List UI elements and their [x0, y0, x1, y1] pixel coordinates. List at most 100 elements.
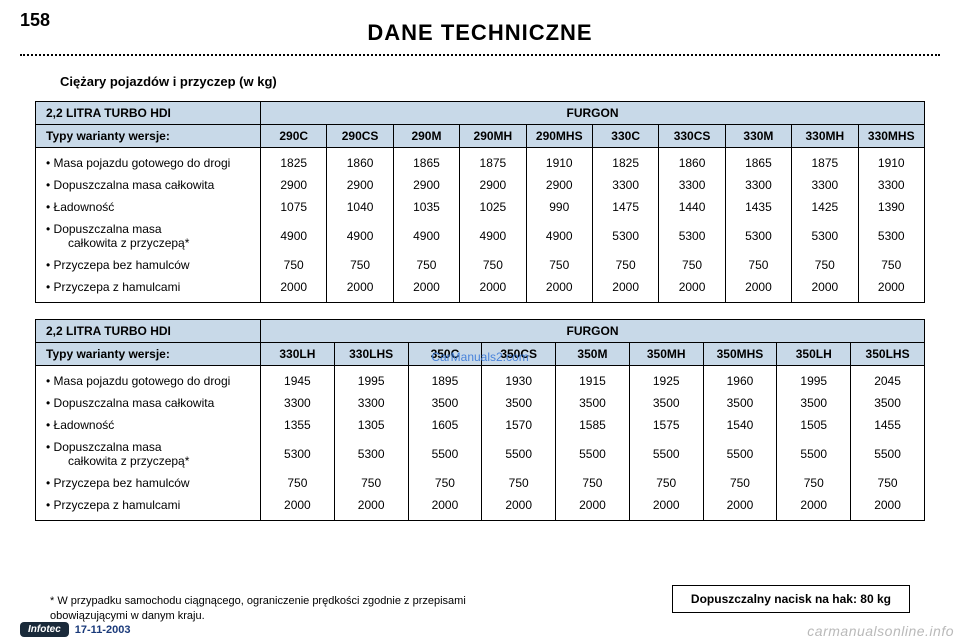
col-header: 290MH [460, 125, 526, 148]
data-cell: 2900 [393, 174, 459, 196]
data-cell: 4900 [393, 218, 459, 254]
data-cell: 750 [659, 254, 725, 276]
data-cell: 2000 [858, 276, 924, 303]
data-cell: 750 [460, 254, 526, 276]
data-cell: 2000 [703, 494, 777, 521]
hak-box: Dopuszczalny nacisk na hak: 80 kg [672, 585, 910, 613]
data-cell: 750 [777, 472, 851, 494]
data-cell: 2000 [327, 276, 393, 303]
data-cell: 4900 [460, 218, 526, 254]
data-cell: 3300 [592, 174, 658, 196]
row-label: • Przyczepa z hamulcami [36, 276, 261, 303]
data-cell: 1860 [659, 148, 725, 175]
data-cell: 2000 [393, 276, 459, 303]
infotec-block: Infotec 17-11-2003 [20, 622, 130, 637]
data-cell: 1865 [725, 148, 791, 175]
data-cell: 1425 [792, 196, 858, 218]
data-cell: 1605 [408, 414, 482, 436]
data-cell: 750 [327, 254, 393, 276]
data-cell: 3500 [851, 392, 925, 414]
col-header: 350LH [777, 343, 851, 366]
data-cell: 1875 [460, 148, 526, 175]
data-cell: 2000 [261, 276, 327, 303]
col-header: 330M [725, 125, 791, 148]
data-cell: 1505 [777, 414, 851, 436]
data-cell: 2000 [261, 494, 335, 521]
data-cell: 3300 [334, 392, 408, 414]
data-cell: 5500 [851, 436, 925, 472]
col-header: 330LH [261, 343, 335, 366]
col-header: 330MH [792, 125, 858, 148]
row-label: • Przyczepa bez hamulców [36, 472, 261, 494]
data-cell: 2000 [629, 494, 703, 521]
row-label-header: Typy warianty wersje: [36, 343, 261, 366]
data-cell: 2000 [556, 494, 630, 521]
data-cell: 2000 [460, 276, 526, 303]
table-corner: 2,2 LITRA TURBO HDI [36, 102, 261, 125]
data-cell: 750 [261, 472, 335, 494]
data-cell: 750 [858, 254, 924, 276]
data-cell: 1945 [261, 366, 335, 393]
data-cell: 5500 [777, 436, 851, 472]
data-cell: 1390 [858, 196, 924, 218]
data-cell: 750 [851, 472, 925, 494]
col-header: 350CS [482, 343, 556, 366]
divider-dots [20, 54, 940, 56]
data-cell: 2045 [851, 366, 925, 393]
row-label: • Przyczepa bez hamulców [36, 254, 261, 276]
data-cell: 1915 [556, 366, 630, 393]
data-cell: 3500 [556, 392, 630, 414]
data-cell: 5300 [792, 218, 858, 254]
data-cell: 2000 [334, 494, 408, 521]
col-header: 350LHS [851, 343, 925, 366]
data-cell: 1305 [334, 414, 408, 436]
data-cell: 5300 [659, 218, 725, 254]
col-header: 350MHS [703, 343, 777, 366]
data-cell: 750 [408, 472, 482, 494]
data-cell: 1355 [261, 414, 335, 436]
data-cell: 2000 [482, 494, 556, 521]
data-cell: 2000 [408, 494, 482, 521]
data-cell: 1930 [482, 366, 556, 393]
infotec-badge: Infotec [20, 622, 69, 637]
data-cell: 2000 [592, 276, 658, 303]
footnote: * W przypadku samochodu ciągnącego, ogra… [50, 594, 530, 623]
data-cell: 1570 [482, 414, 556, 436]
col-header: 350C [408, 343, 482, 366]
data-cell: 1035 [393, 196, 459, 218]
data-cell: 2000 [526, 276, 592, 303]
col-header: 290MHS [526, 125, 592, 148]
data-cell: 3500 [482, 392, 556, 414]
col-header: 330LHS [334, 343, 408, 366]
col-header: 330C [592, 125, 658, 148]
data-cell: 750 [703, 472, 777, 494]
data-cell: 2000 [851, 494, 925, 521]
data-cell: 2900 [261, 174, 327, 196]
data-cell: 1075 [261, 196, 327, 218]
table-group: FURGON [261, 102, 925, 125]
data-cell: 1995 [334, 366, 408, 393]
data-cell: 3500 [408, 392, 482, 414]
data-cell: 4900 [526, 218, 592, 254]
row-label: • Dopuszczalna masacałkowita z przyczepą… [36, 436, 261, 472]
data-cell: 5500 [556, 436, 630, 472]
data-cell: 5300 [261, 436, 335, 472]
data-cell: 1475 [592, 196, 658, 218]
data-cell: 3500 [629, 392, 703, 414]
row-label: • Dopuszczalna masa całkowita [36, 174, 261, 196]
data-cell: 2900 [526, 174, 592, 196]
data-cell: 5500 [408, 436, 482, 472]
data-cell: 2000 [792, 276, 858, 303]
weights-table-1: 2,2 LITRA TURBO HDIFURGONTypy warianty w… [35, 101, 925, 303]
col-header: 290C [261, 125, 327, 148]
data-cell: 1895 [408, 366, 482, 393]
data-cell: 1910 [858, 148, 924, 175]
table-group: FURGON [261, 320, 925, 343]
site-watermark: carmanualsonline.info [807, 623, 954, 639]
infotec-date: 17-11-2003 [75, 624, 131, 636]
data-cell: 750 [261, 254, 327, 276]
data-cell: 750 [556, 472, 630, 494]
data-cell: 750 [482, 472, 556, 494]
section-title: Ciężary pojazdów i przyczep (w kg) [60, 74, 960, 89]
data-cell: 1435 [725, 196, 791, 218]
